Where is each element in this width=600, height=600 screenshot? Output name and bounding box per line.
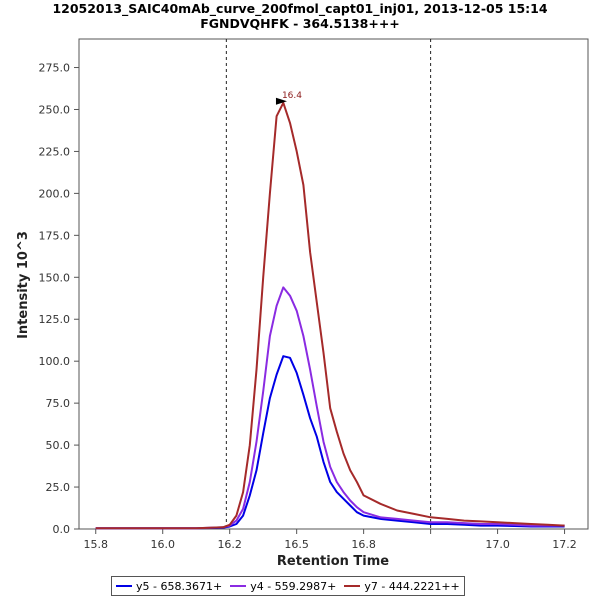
y-tick-label: 150.0 — [39, 271, 71, 284]
x-tick-label: 16.2 — [217, 538, 242, 551]
series-line-2 — [95, 101, 565, 530]
legend-label: y4 - 559.2987+ — [250, 579, 337, 593]
x-tick-label: 16.8 — [351, 538, 376, 551]
legend-swatch — [116, 585, 132, 587]
y-tick-label: 0.0 — [53, 523, 71, 536]
y-tick-label: 200.0 — [39, 187, 71, 200]
y-tick-label: 100.0 — [39, 355, 71, 368]
y-tick-label: 125.0 — [39, 313, 71, 326]
y-axis-label: Intensity 10^3 — [16, 231, 31, 339]
series-line-1 — [95, 286, 565, 530]
legend-item-2: y7 - 444.2221++ — [344, 579, 460, 593]
peak-label: 16.4 — [282, 91, 302, 101]
plot-area — [78, 38, 589, 530]
x-tick-label: 16.5 — [284, 538, 309, 551]
y-tick-label: 50.0 — [46, 439, 71, 452]
x-tick-label: 17.2 — [552, 538, 577, 551]
legend-swatch — [230, 585, 247, 587]
legend-label: y5 - 658.3671+ — [136, 579, 223, 593]
y-tick-label: 75.0 — [46, 397, 71, 410]
y-tick-label: 25.0 — [46, 481, 71, 494]
y-tick-label: 175.0 — [39, 229, 71, 242]
y-tick-label: 250.0 — [39, 103, 71, 116]
legend: y5 - 658.3671+ y4 - 559.2987+ y7 - 444.222… — [111, 576, 465, 596]
x-axis-label: Retention Time — [277, 554, 389, 569]
x-tick-label: 16.0 — [150, 538, 175, 551]
series-line-0 — [95, 355, 565, 530]
legend-swatch — [344, 585, 361, 587]
legend-item-0: y5 - 658.3671+ — [116, 580, 222, 593]
y-tick-label: 225.0 — [39, 145, 71, 158]
x-tick-label: 15.8 — [83, 538, 108, 551]
chart-title: 12052013_SAIC40mAb_curve_200fmol_capt01_… — [52, 1, 548, 16]
y-tick-label: 275.0 — [39, 62, 71, 75]
chart-subtitle: FGNDVQHFK - 364.5138+++ — [200, 16, 400, 31]
peak-marker-icon — [275, 97, 287, 105]
legend-item-1: y4 - 559.2987+ — [230, 580, 336, 593]
chromatogram-chart: 0.0 25.0 50.0 75.0 100.0 125.0 150.0 175.0 200.0… — [16, 38, 589, 569]
x-tick-label: 17.0 — [485, 538, 510, 551]
legend-label: y7 - 444.2221++ — [364, 579, 460, 593]
